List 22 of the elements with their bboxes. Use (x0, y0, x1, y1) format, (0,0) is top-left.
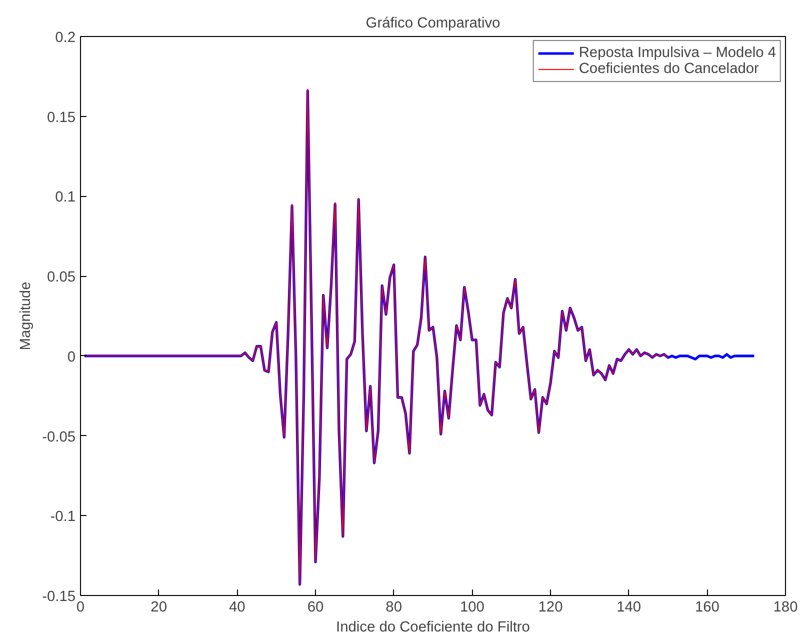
y-axis-title: Magnitude (18, 282, 34, 350)
x-tick-label: 180 (773, 600, 798, 616)
y-tick-label: 0.1 (55, 190, 76, 206)
y-tick-label: 0.2 (55, 30, 76, 46)
x-tick-label: 100 (460, 600, 484, 616)
x-tick-label: 120 (538, 600, 563, 616)
x-tick-label: 60 (307, 600, 324, 616)
x-tick-label: 80 (386, 600, 402, 616)
x-tick-label: 20 (150, 600, 167, 616)
y-tick-label: -0.05 (42, 429, 76, 446)
y-tick-label: -0.1 (50, 509, 76, 526)
x-tick-label: 40 (229, 600, 246, 616)
chart-title: Gráfico Comparativo (366, 16, 500, 32)
y-tick-label: 0.15 (46, 110, 76, 126)
legend-label: Reposta Impulsiva – Modelo 4 (578, 45, 776, 61)
x-axis-title: Indice do Coeficiente do Filtro (336, 620, 530, 636)
y-tick-label: -0.15 (42, 589, 76, 605)
x-tick-label: 160 (694, 600, 720, 616)
y-tick-label: 0 (67, 349, 76, 366)
y-tick-label: 0.05 (46, 270, 76, 286)
x-tick-label: 140 (616, 600, 642, 616)
legend-label: Coeficientes do Cancelador (578, 61, 759, 77)
